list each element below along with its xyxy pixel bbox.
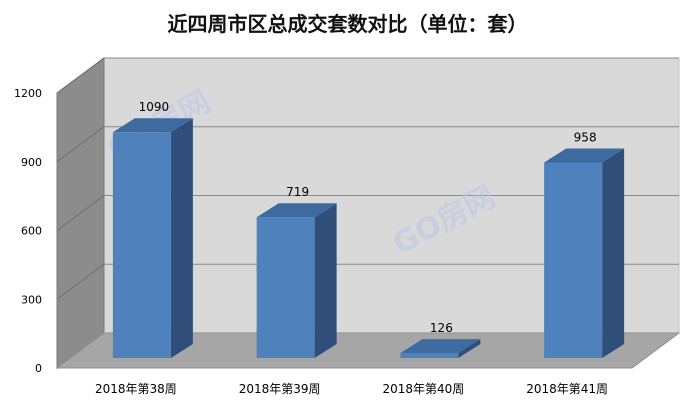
x-tick-label: 2018年第41周 xyxy=(526,382,608,396)
bar xyxy=(256,217,315,358)
gridline xyxy=(56,263,105,300)
bar xyxy=(112,132,171,358)
gridline xyxy=(56,126,105,163)
y-tick-label: 1200 xyxy=(14,87,42,100)
gridline xyxy=(56,195,105,231)
floor xyxy=(55,332,681,369)
y-tick-label: 300 xyxy=(21,293,42,306)
x-tick-label: 2018年第40周 xyxy=(382,382,464,396)
y-tick-label: 900 xyxy=(21,156,42,169)
data-label: 958 xyxy=(574,130,597,144)
bar-side xyxy=(314,203,337,358)
bar-side xyxy=(602,148,625,358)
data-label: 1090 xyxy=(139,100,170,114)
x-tick-label: 2018年第39周 xyxy=(239,382,321,396)
bar-top xyxy=(400,339,481,354)
bar-top xyxy=(112,118,193,133)
bar-side xyxy=(458,339,481,358)
bar xyxy=(400,353,459,358)
y-tick-label: 0 xyxy=(35,362,42,375)
bar-side xyxy=(170,118,193,358)
gridline xyxy=(56,57,105,94)
bar-top xyxy=(544,148,625,163)
y-tick-label: 600 xyxy=(21,225,42,238)
bar-top xyxy=(256,203,337,218)
x-tick-label: 2018年第38周 xyxy=(95,382,177,396)
data-label: 719 xyxy=(286,185,309,199)
data-label: 126 xyxy=(430,321,453,335)
bar xyxy=(544,162,603,358)
chart-title: 近四周市区总成交套数对比（单位：套） xyxy=(167,12,528,36)
